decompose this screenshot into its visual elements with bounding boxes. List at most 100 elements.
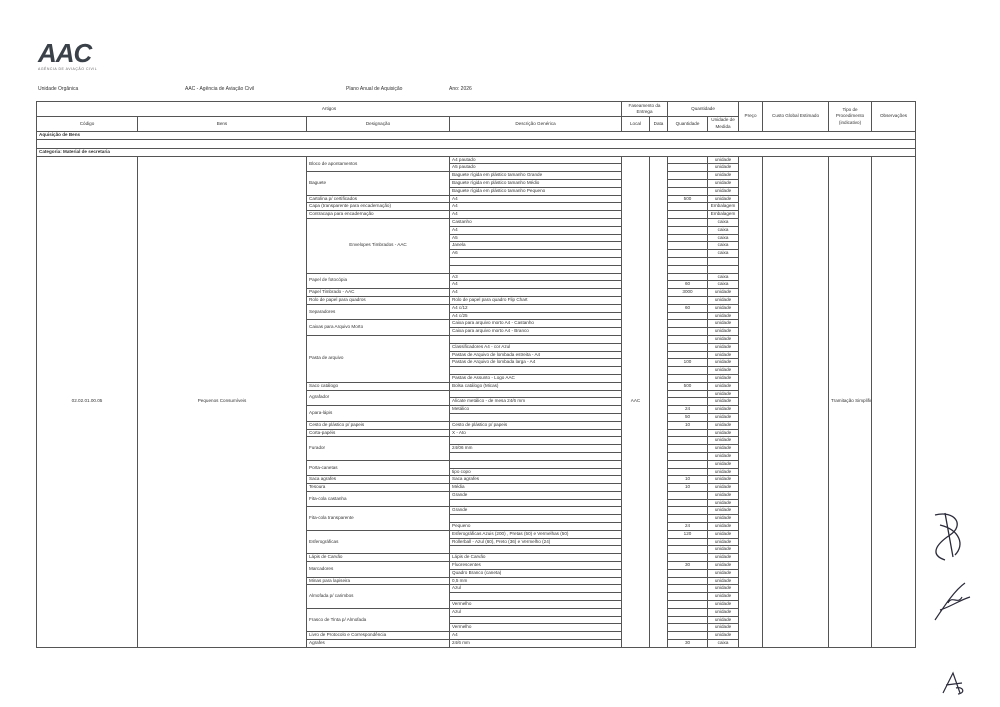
unit-cell: unidade xyxy=(707,163,740,173)
initials xyxy=(942,671,964,695)
quantity-cell xyxy=(667,202,709,212)
designation-cell: Capa (transparente para encadernação) xyxy=(306,202,450,212)
quantity-cell xyxy=(667,444,709,453)
description-cell: tipo copo xyxy=(449,467,622,477)
unit-cell: caixa xyxy=(707,233,740,243)
designation-cell: Agrafes xyxy=(306,639,450,648)
unit-cell: unidade xyxy=(707,444,740,453)
unit-cell: unidade xyxy=(707,350,740,360)
quantity-cell xyxy=(667,327,709,336)
description-cell: A4 xyxy=(449,288,622,297)
designation-cell: Rolo de papel para quadros xyxy=(306,295,450,305)
designation-cell: Saco catálogo xyxy=(306,381,450,391)
description-cell: Saca agrafes xyxy=(449,475,622,485)
quantity-cell xyxy=(667,389,709,399)
description-cell: Caixa para arquivo morto A4 - Branco xyxy=(449,327,622,336)
description-cell: Azul xyxy=(449,584,622,594)
quantity-cell: 120 xyxy=(667,529,709,539)
description-cell: X - Ato xyxy=(449,428,622,438)
table-row: 02.02.01.00.05 Pequenos Consumíveis Bloco … xyxy=(36,155,917,648)
quantity-cell: 10 xyxy=(667,420,709,430)
quantity-cell xyxy=(667,225,709,235)
plan-title: Plano Anual de Aquisição xyxy=(346,86,403,92)
unit-cell: unidade xyxy=(707,179,740,188)
description-cell: Pastas de Arquivo de lombada larga - A4 xyxy=(449,358,622,368)
designation-cell: Esferográficas xyxy=(306,529,450,555)
quantity-cell xyxy=(667,311,709,321)
quantity-cell xyxy=(667,397,709,407)
quantity-cell xyxy=(667,451,709,461)
quantity-cell: 24 xyxy=(667,522,709,531)
quantity-cell xyxy=(667,334,709,344)
quantity-cell xyxy=(667,615,709,625)
description-cell: A5 xyxy=(449,233,622,243)
unit-cell: unidade xyxy=(707,186,740,196)
header-data: Data xyxy=(648,115,669,132)
logo-subtitle: AGÊNCIA DE AVIAÇÃO CIVIL xyxy=(38,67,98,71)
header-bens: Bens xyxy=(137,115,307,132)
quantity-cell xyxy=(667,537,709,547)
quantity-cell: 24 xyxy=(667,405,709,414)
description-cell: Esferográficas Azuis (200) , Pretas (50)… xyxy=(449,529,622,539)
designation-cell: Porta-canetas xyxy=(306,459,450,477)
unit-cell: caixa xyxy=(707,639,740,648)
quantity-cell xyxy=(667,490,709,500)
quantity-cell xyxy=(667,576,709,586)
quantity-cell xyxy=(667,467,709,477)
unit-cell: unidade xyxy=(707,319,740,329)
unit-cell: Embalagem xyxy=(707,210,740,219)
designation-cell: Papel Timbrado - AAC xyxy=(306,288,450,297)
description-cell: Castanho xyxy=(449,218,622,227)
designation-cell: Saca agrafes xyxy=(306,475,450,485)
description-cell: Baguete rígida em plástico tamanho Peque… xyxy=(449,186,622,196)
description-cell xyxy=(449,545,622,555)
section-row: Aquisição de Bens xyxy=(35,130,917,140)
designation-cell: Minas para lapiseira xyxy=(306,576,450,586)
description-cell: A4 pautado xyxy=(449,155,622,165)
description-cell: A5 pautado xyxy=(449,163,622,173)
description-cell: Azul xyxy=(449,607,622,617)
local-cell: AAC xyxy=(621,155,650,648)
description-cell: Alicate metálico - de mesa 24/6 mm xyxy=(449,397,622,407)
header-codigo: Código xyxy=(36,115,138,132)
designation-cell: Lápis de Carvão xyxy=(306,553,450,563)
description-cell xyxy=(449,514,622,524)
quantity-cell xyxy=(667,584,709,594)
unit-cell: unidade xyxy=(707,545,740,555)
unit-cell: unidade xyxy=(707,405,740,414)
quantity-cell xyxy=(667,210,709,219)
unit-cell: unidade xyxy=(707,171,740,181)
organization: AAC - Agência de Aviação Civil xyxy=(185,86,255,92)
unit-cell: unidade xyxy=(707,381,740,391)
description-cell xyxy=(449,412,622,422)
unit-cell: unidade xyxy=(707,506,740,516)
description-cell: Metálico xyxy=(449,405,622,414)
quantity-cell: 500 xyxy=(667,381,709,391)
quantity-cell xyxy=(667,592,709,602)
unit-cell: caixa xyxy=(707,241,740,251)
quantity-cell xyxy=(667,179,709,188)
unit-cell: unidade xyxy=(707,522,740,531)
header-local: Local xyxy=(621,115,650,132)
description-cell: Quadro Branco (caneta) xyxy=(449,568,622,578)
unit-cell: unidade xyxy=(707,576,740,586)
description-cell xyxy=(449,334,622,344)
unit-cell: unidade xyxy=(707,584,740,594)
quantity-cell xyxy=(667,342,709,352)
unit-cell: unidade xyxy=(707,295,740,305)
quantity-cell xyxy=(667,350,709,360)
header-designacao: Designação xyxy=(306,115,450,132)
quantity-cell: 60 xyxy=(667,280,709,290)
quantity-cell: 30 xyxy=(667,639,709,648)
unit-cell: unidade xyxy=(707,428,740,438)
quantity-cell xyxy=(667,631,709,641)
designation-cell: Papel de fotocópia xyxy=(306,272,450,290)
unit-cell: unidade xyxy=(707,194,740,204)
description-cell: Caixa para arquivo morto A4 - Castanho xyxy=(449,319,622,329)
description-cell: 24/6 mm xyxy=(449,639,622,648)
date-cell xyxy=(648,155,669,648)
unit-cell: unidade xyxy=(707,498,740,508)
description-cell: A3 xyxy=(449,272,622,282)
quantity-cell: 10 xyxy=(667,475,709,485)
designation-cell: Corta-papéis xyxy=(306,428,450,438)
